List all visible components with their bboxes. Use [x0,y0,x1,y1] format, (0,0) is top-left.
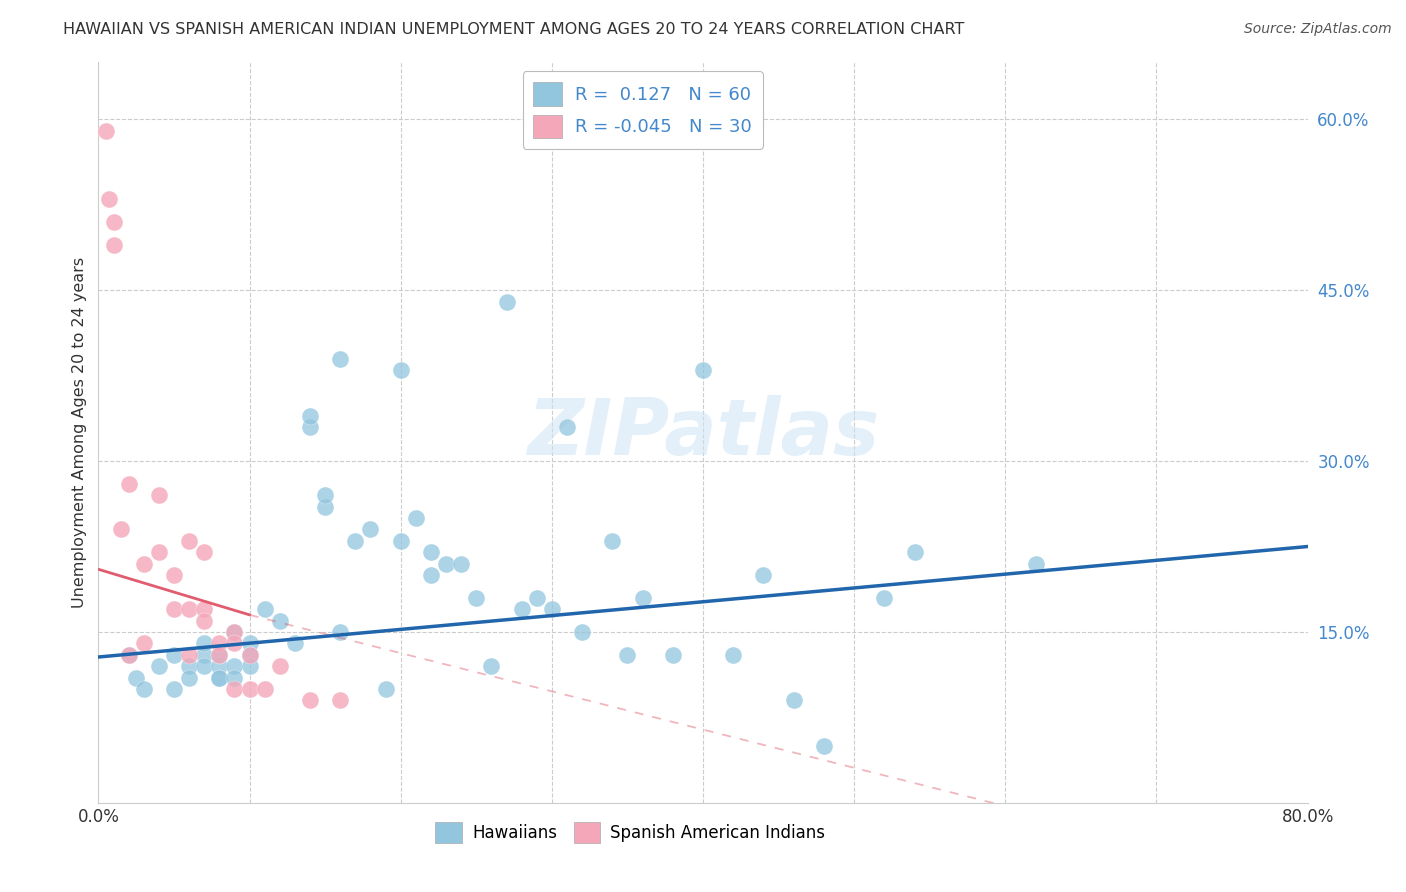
Point [132,636,155,650]
Point [148,545,170,559]
Point [163,602,186,616]
Point [631,591,654,605]
Point [329,624,352,639]
Point [208,636,231,650]
Point [344,533,367,548]
Point [510,602,533,616]
Point [495,294,517,309]
Point [904,545,927,559]
Point [208,648,231,662]
Point [526,591,548,605]
Point [239,659,262,673]
Point [360,523,382,537]
Y-axis label: Unemployment Among Ages 20 to 24 years: Unemployment Among Ages 20 to 24 years [72,257,87,608]
Point [163,568,186,582]
Point [239,648,262,662]
Point [269,614,291,628]
Point [873,591,896,605]
Point [813,739,835,753]
Point [179,602,201,616]
Point [224,681,246,696]
Text: Source: ZipAtlas.com: Source: ZipAtlas.com [1244,22,1392,37]
Point [481,659,503,673]
Point [103,237,125,252]
Point [723,648,745,662]
Point [110,523,132,537]
Text: HAWAIIAN VS SPANISH AMERICAN INDIAN UNEMPLOYMENT AMONG AGES 20 TO 24 YEARS CORRE: HAWAIIAN VS SPANISH AMERICAN INDIAN UNEM… [63,22,965,37]
Point [125,671,148,685]
Point [239,648,262,662]
Point [224,671,246,685]
Point [420,545,443,559]
Point [253,681,276,696]
Point [132,681,155,696]
Point [118,648,141,662]
Point [163,648,186,662]
Point [193,648,215,662]
Point [118,648,141,662]
Point [208,671,231,685]
Point [224,624,246,639]
Point [692,363,714,377]
Point [132,557,155,571]
Point [314,488,336,502]
Point [616,648,638,662]
Point [420,568,443,582]
Point [299,409,322,423]
Point [1024,557,1046,571]
Point [193,614,215,628]
Point [540,602,562,616]
Point [450,557,472,571]
Point [179,659,201,673]
Point [253,602,276,616]
Point [118,476,141,491]
Point [148,659,170,673]
Point [465,591,488,605]
Point [555,420,578,434]
Point [224,659,246,673]
Point [224,636,246,650]
Legend: Hawaiians, Spanish American Indians: Hawaiians, Spanish American Indians [429,815,832,850]
Text: ZIPatlas: ZIPatlas [527,394,879,471]
Point [374,681,396,696]
Point [434,557,457,571]
Point [239,681,262,696]
Point [179,533,201,548]
Point [783,693,806,707]
Point [179,648,201,662]
Point [299,420,322,434]
Point [193,545,215,559]
Point [148,488,170,502]
Point [661,648,683,662]
Point [208,648,231,662]
Point [571,624,593,639]
Point [224,624,246,639]
Point [329,693,352,707]
Point [405,511,427,525]
Point [193,636,215,650]
Point [208,659,231,673]
Point [329,351,352,366]
Point [284,636,307,650]
Point [269,659,291,673]
Point [179,671,201,685]
Point [602,533,624,548]
Point [163,681,186,696]
Point [239,636,262,650]
Point [389,363,412,377]
Point [193,659,215,673]
Point [103,215,125,229]
Point [389,533,412,548]
Point [208,671,231,685]
Point [314,500,336,514]
Point [98,192,121,206]
Point [94,124,117,138]
Point [193,602,215,616]
Point [299,693,322,707]
Point [752,568,775,582]
